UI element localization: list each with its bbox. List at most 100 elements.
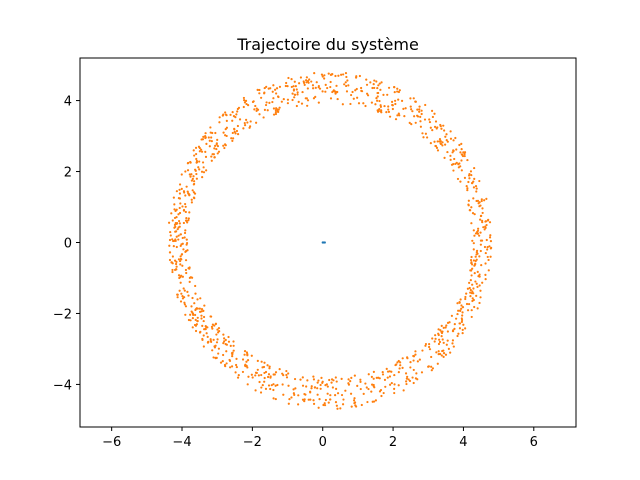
scatter-point [190, 179, 194, 182]
scatter-point [349, 380, 352, 383]
scatter-point [222, 353, 225, 357]
scatter-point [191, 326, 194, 329]
scatter-point [431, 367, 435, 370]
scatter-point [247, 375, 250, 378]
scatter-point [480, 239, 484, 242]
scatter-point [179, 257, 182, 261]
scatter-point [274, 384, 277, 387]
scatter-point [198, 310, 202, 314]
scatter-point [237, 374, 240, 377]
scatter-point [396, 361, 399, 364]
scatter-point [236, 133, 240, 136]
scatter-point [455, 317, 458, 320]
scatter-point [461, 154, 465, 158]
scatter-point [312, 375, 315, 378]
scatter-point [188, 173, 191, 176]
scatter-point [185, 271, 188, 275]
scatter-point [217, 352, 220, 355]
scatter-point [387, 110, 391, 113]
scatter-point [427, 365, 430, 368]
scatter-point [461, 306, 465, 309]
scatter-point [468, 209, 471, 212]
scatter-point [184, 202, 187, 206]
scatter-point [308, 78, 311, 81]
scatter-point [414, 121, 417, 124]
scatter-point [183, 236, 186, 239]
scatter-point [217, 347, 220, 350]
scatter-point [310, 80, 313, 83]
scatter-point [441, 349, 444, 353]
scatter-point [204, 136, 207, 140]
scatter-point [259, 391, 263, 394]
scatter-point [471, 263, 474, 266]
scatter-point [486, 255, 489, 259]
scatter-point [416, 108, 419, 111]
scatter-point [429, 126, 432, 129]
scatter-point [188, 211, 191, 214]
scatter-point [457, 332, 460, 335]
scatter-point [416, 115, 420, 118]
scatter-point [193, 302, 196, 305]
scatter-point [438, 338, 441, 341]
scatter-point [421, 132, 424, 135]
scatter-point [313, 72, 316, 75]
scatter-point [487, 258, 490, 262]
scatter-point [191, 317, 194, 320]
scatter-point [401, 366, 404, 369]
scatter-point [474, 232, 478, 235]
scatter-point [409, 361, 412, 364]
scatter-point [469, 170, 473, 173]
scatter-point [230, 365, 234, 368]
scatter-point [420, 109, 423, 112]
scatter-point [272, 84, 275, 87]
scatter-point [227, 340, 231, 343]
scatter-point [238, 118, 242, 121]
scatter-point [175, 245, 178, 249]
scatter-point [479, 289, 482, 292]
scatter-point [309, 398, 312, 401]
scatter-point [479, 249, 482, 253]
scatter-point [287, 402, 290, 405]
scatter-point [412, 359, 415, 362]
scatter-point [472, 197, 475, 200]
scatter-point [434, 144, 437, 148]
scatter-point [264, 370, 268, 374]
scatter-point [441, 144, 444, 147]
scatter-point [378, 99, 381, 103]
scatter-point [419, 115, 422, 118]
scatter-point [244, 99, 248, 102]
scatter-point [340, 73, 343, 76]
scatter-point [329, 398, 332, 401]
scatter-point [431, 337, 434, 340]
scatter-point [302, 81, 306, 84]
scatter-point [222, 342, 225, 345]
scatter-point [398, 114, 401, 117]
scatter-point [189, 160, 192, 164]
scatter-point [411, 110, 414, 113]
scatter-point [397, 359, 400, 363]
scatter-point [410, 123, 413, 126]
scatter-point [428, 118, 431, 121]
scatter-point [331, 73, 334, 76]
scatter-point [314, 86, 317, 89]
scatter-point [236, 110, 239, 113]
scatter-point [190, 173, 193, 176]
scatter-point [201, 138, 205, 141]
scatter-point [472, 248, 475, 251]
scatter-point [272, 97, 275, 100]
scatter-point [350, 405, 353, 408]
scatter-point [421, 349, 424, 352]
scatter-point [272, 107, 276, 110]
scatter-point [438, 340, 442, 344]
scatter-point [178, 183, 182, 186]
scatter-point [216, 338, 219, 341]
scatter-point [385, 111, 388, 114]
scatter-point [418, 105, 421, 108]
scatter-point [297, 394, 300, 397]
scatter-point [467, 174, 471, 177]
scatter-point [260, 386, 263, 389]
scatter-point [196, 298, 199, 301]
scatter-point [261, 384, 264, 387]
scatter-point [209, 131, 212, 134]
scatter-point [225, 119, 228, 122]
